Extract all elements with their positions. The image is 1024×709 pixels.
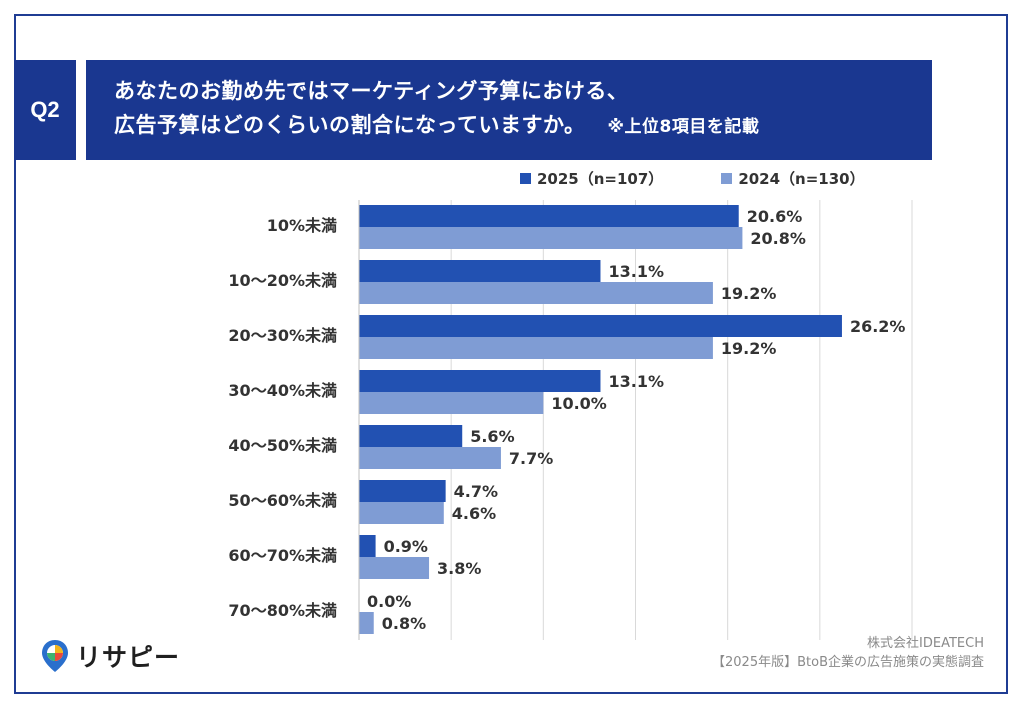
data-label: 20.6%: [747, 207, 803, 226]
logo-text: リサピー: [76, 643, 181, 672]
chart-legend: 2025（n=107） 2024（n=130）: [520, 168, 923, 188]
data-label: 13.1%: [608, 262, 664, 281]
data-label: 13.1%: [608, 372, 664, 391]
question-title-line1: あなたのお勤め先ではマーケティング予算における、: [114, 79, 629, 103]
category-label: 30～40%未満: [228, 381, 337, 400]
data-label: 4.7%: [454, 482, 498, 501]
bar-2024: [359, 557, 430, 579]
source-report: 【2025年版】BtoB企業の広告施策の実態調査: [712, 655, 984, 670]
category-label: 70～80%未満: [228, 601, 337, 620]
category-label: 10～20%未満: [228, 271, 337, 290]
legend-label-2024: 2024（n=130）: [738, 169, 865, 188]
question-title-line2: 広告予算はどのくらいの割合になっていますか。: [114, 113, 586, 137]
data-label: 5.6%: [470, 427, 514, 446]
data-label: 0.9%: [384, 537, 428, 556]
category-label: 50～60%未満: [228, 491, 337, 510]
data-label: 0.8%: [382, 614, 426, 633]
legend-swatch-2025: [520, 172, 531, 184]
logo-pin-icon: [42, 640, 68, 672]
question-title-line2-wrap: 広告予算はどのくらいの割合になっていますか。 ※上位8項目を記載: [114, 108, 932, 144]
bar-2024: [359, 502, 444, 524]
bar-2024: [359, 227, 743, 249]
legend-swatch-2024: [721, 172, 733, 184]
data-label: 4.6%: [452, 504, 496, 523]
bar-2025: [359, 535, 376, 557]
question-title-banner: あなたのお勤め先ではマーケティング予算における、 広告予算はどのくらいの割合にな…: [86, 60, 932, 160]
bar-2025: [359, 480, 446, 502]
data-label: 3.8%: [437, 559, 481, 578]
question-number: Q2: [30, 97, 60, 122]
category-label: 10%未満: [267, 216, 337, 235]
data-label: 7.7%: [509, 449, 553, 468]
legend-label-2025: 2025（n=107）: [537, 169, 664, 188]
data-label: 19.2%: [721, 339, 777, 358]
bar-2025: [359, 370, 601, 392]
bar-2024: [359, 392, 544, 414]
data-label: 0.0%: [367, 592, 411, 611]
question-note: ※上位8項目を記載: [607, 117, 760, 137]
category-label: 40～50%未満: [228, 436, 337, 455]
bar-2025: [359, 205, 739, 227]
source-credit: 株式会社IDEATECH 【2025年版】BtoB企業の広告施策の実態調査: [712, 634, 984, 672]
data-label: 26.2%: [850, 317, 906, 336]
bar-2025: [359, 260, 601, 282]
question-badge: Q2: [14, 60, 76, 160]
data-label: 20.8%: [750, 229, 806, 248]
bar-2024: [359, 447, 501, 469]
source-company: 株式会社IDEATECH: [867, 636, 984, 651]
risapy-logo: リサピー: [40, 638, 180, 674]
category-label: 20～30%未満: [228, 326, 337, 345]
bar-2024: [359, 612, 374, 634]
data-label: 19.2%: [721, 284, 777, 303]
legend-item-2024: 2024（n=130）: [721, 168, 865, 189]
legend-item-2025: 2025（n=107）: [520, 168, 663, 189]
category-label: 60～70%未満: [228, 546, 337, 565]
bar-2025: [359, 425, 463, 447]
bar-2024: [359, 282, 713, 304]
data-label: 10.0%: [551, 394, 607, 413]
bar-2025: [359, 315, 842, 337]
bar-2024: [359, 337, 713, 359]
